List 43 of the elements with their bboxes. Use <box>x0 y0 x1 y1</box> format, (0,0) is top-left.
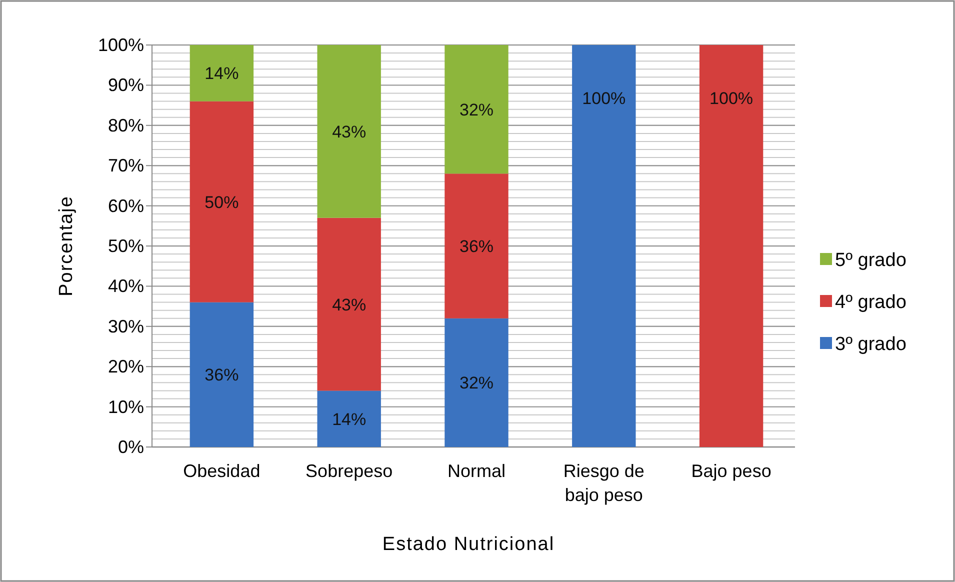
y-tick-label: 90% <box>108 75 144 96</box>
y-tick-label: 20% <box>108 356 144 377</box>
y-axis-title: Porcentaje <box>56 196 77 296</box>
data-label: 32% <box>459 374 494 393</box>
data-label: 32% <box>459 100 494 120</box>
x-axis-title: Estado Nutricional <box>382 534 555 555</box>
y-tick-label: 40% <box>108 276 144 296</box>
bar <box>317 45 381 218</box>
y-tick-label: 30% <box>108 316 144 336</box>
legend-label: 3º grado <box>835 334 906 355</box>
bar <box>444 45 508 174</box>
y-tick-label: 70% <box>108 156 144 176</box>
bar <box>317 218 381 391</box>
bar <box>190 101 254 302</box>
bar <box>444 318 508 447</box>
data-label: 43% <box>332 122 366 142</box>
x-tick-label: Normal <box>447 461 506 481</box>
data-label: 43% <box>332 295 366 314</box>
y-tick-label: 10% <box>108 396 144 417</box>
bar <box>317 390 381 447</box>
y-tick-label: 80% <box>108 115 144 136</box>
legend-label: 5º grado <box>835 250 906 271</box>
data-label: 100% <box>710 89 754 108</box>
data-label: 50% <box>204 192 239 212</box>
y-tick-label: 100% <box>98 35 144 55</box>
x-tick-label: Sobrepeso <box>306 461 393 481</box>
y-tick-label: 60% <box>108 196 144 216</box>
bar <box>699 45 764 447</box>
y-tick-label: 0% <box>118 437 144 457</box>
legend-label: 4º grado <box>835 292 906 313</box>
x-tick-label: Obesidad <box>183 461 260 481</box>
x-tick-label: Riesgo de bajo peso <box>563 461 644 505</box>
y-tick-label: 50% <box>108 236 144 256</box>
data-label: 36% <box>204 366 239 385</box>
bar <box>190 302 254 447</box>
data-label: 14% <box>204 64 239 84</box>
data-label: 14% <box>332 410 366 429</box>
x-tick-label: Bajo peso <box>691 461 772 481</box>
data-label: 100% <box>582 89 626 108</box>
bar <box>190 45 254 102</box>
bar <box>444 174 508 318</box>
data-label: 36% <box>459 237 494 256</box>
bar <box>572 45 636 447</box>
